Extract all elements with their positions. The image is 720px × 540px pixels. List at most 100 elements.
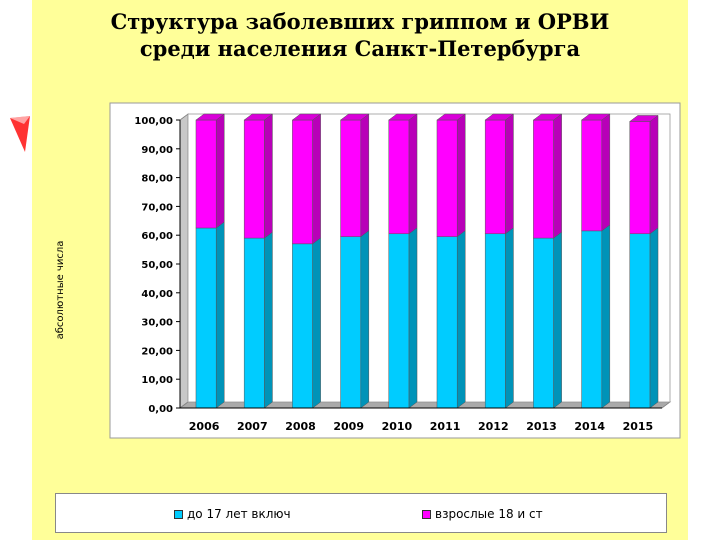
bar-side <box>649 227 659 409</box>
bar-side <box>312 237 321 409</box>
x-tick-label: 2007 <box>237 420 268 433</box>
legend: до 17 лет включ взрослые 18 и ст <box>55 493 667 533</box>
y-tick-label: 90,00 <box>141 145 173 156</box>
bar-children-2012 <box>484 227 514 409</box>
bar-side <box>601 224 611 409</box>
bar-front <box>340 236 362 409</box>
legend-label-children: до 17 лет включ <box>187 507 291 521</box>
legend-swatch-adults <box>422 509 431 519</box>
bar-top <box>629 115 659 122</box>
bar-adults-2007 <box>243 113 274 239</box>
bar-front <box>484 119 506 235</box>
x-tick-label: 2013 <box>526 420 557 433</box>
x-tick-label: 2006 <box>189 420 220 433</box>
y-tick-label: 20,00 <box>141 346 173 357</box>
bar-front <box>533 237 554 409</box>
title-line-1: Структура заболевших гриппом и ОРВИ <box>110 9 610 34</box>
y-tick-label: 0,00 <box>148 404 173 415</box>
bar-group <box>195 113 659 409</box>
bar-front <box>533 119 554 239</box>
y-tick-label: 10,00 <box>141 375 173 386</box>
bar-side <box>408 113 418 235</box>
bar-side <box>553 231 562 409</box>
bar-top <box>243 113 274 121</box>
y-tick-label: 100,00 <box>134 116 173 127</box>
x-tick-label: 2009 <box>333 420 364 433</box>
bar-adults-2011 <box>436 113 466 238</box>
legend-item-children: до 17 лет включ <box>174 507 291 521</box>
bar-top <box>436 113 466 121</box>
bar-front <box>340 119 362 237</box>
bar-front <box>484 233 506 409</box>
bar-side <box>215 221 225 409</box>
y-axis: 0,00 10,00 20,00 30,00 40,00 50,00 60,00 70,00 8… <box>134 116 181 415</box>
bar-front <box>629 121 651 235</box>
bar-adults-2013 <box>532 113 563 239</box>
bar-children-2013 <box>533 231 562 409</box>
x-tick-label: 2011 <box>430 420 461 433</box>
bar-side <box>505 113 514 235</box>
bar-side <box>553 113 562 239</box>
bar-adults-2014 <box>580 113 611 232</box>
y-axis-label: абсолютные числа <box>55 241 66 340</box>
bar-side <box>601 113 611 232</box>
bar-top <box>195 113 225 121</box>
bar-front <box>195 119 217 229</box>
bar-top <box>484 113 515 121</box>
x-tick-label: 2014 <box>574 420 605 433</box>
bar-side <box>215 113 225 229</box>
bar-side <box>456 113 466 238</box>
bar-side <box>312 113 321 245</box>
y-tick-label: 30,00 <box>141 318 173 329</box>
bar-front <box>581 119 603 232</box>
bar-side <box>649 114 659 235</box>
legend-swatch-children <box>174 509 183 519</box>
bar-side <box>264 113 273 239</box>
bar-front <box>292 243 313 409</box>
bar-side <box>264 231 273 409</box>
slide-title: Структура заболевших гриппом и ОРВИ сред… <box>32 8 688 62</box>
bar-side <box>505 227 514 409</box>
bar-top <box>532 113 563 121</box>
bar-children-2006 <box>195 221 225 409</box>
red-ribbon-decoration <box>10 116 30 152</box>
side-wall <box>179 113 189 409</box>
bar-front <box>629 233 651 409</box>
bar-side <box>408 227 418 409</box>
bar-children-2015 <box>629 227 659 409</box>
bar-side <box>360 230 370 409</box>
bar-front <box>436 236 458 409</box>
bar-children-2014 <box>581 224 611 409</box>
bar-side <box>456 230 466 409</box>
x-tick-label: 2012 <box>478 420 509 433</box>
bar-adults-2009 <box>339 113 370 238</box>
bar-top <box>388 113 418 121</box>
bar-children-2011 <box>436 230 466 409</box>
bar-adults-2012 <box>484 113 515 235</box>
bar-adults-2015 <box>629 114 659 235</box>
bar-front <box>436 119 458 237</box>
bar-adults-2006 <box>195 113 225 229</box>
y-tick-label: 50,00 <box>141 260 173 271</box>
y-tick-label: 80,00 <box>141 174 173 185</box>
title-line-2: среди населения Санкт-Петербурга <box>139 36 581 61</box>
y-tick-label: 60,00 <box>141 231 173 242</box>
bar-adults-2008 <box>291 113 322 245</box>
x-tick-label: 2008 <box>285 420 316 433</box>
bar-top <box>291 113 322 121</box>
x-axis: 2006 2007 2008 2009 2010 2011 2012 2013 2014 2015 <box>180 407 662 433</box>
bar-children-2009 <box>340 230 370 409</box>
bar-children-2010 <box>388 227 418 409</box>
bar-front <box>243 237 265 409</box>
bar-adults-2010 <box>388 113 418 235</box>
bar-front <box>292 119 313 245</box>
x-tick-label: 2015 <box>623 420 654 433</box>
bar-side <box>360 113 370 238</box>
x-tick-label: 2010 <box>382 420 413 433</box>
bar-top <box>339 113 370 121</box>
bar-front <box>581 230 603 409</box>
legend-label-adults: взрослые 18 и ст <box>435 507 543 521</box>
bar-top <box>580 113 611 121</box>
